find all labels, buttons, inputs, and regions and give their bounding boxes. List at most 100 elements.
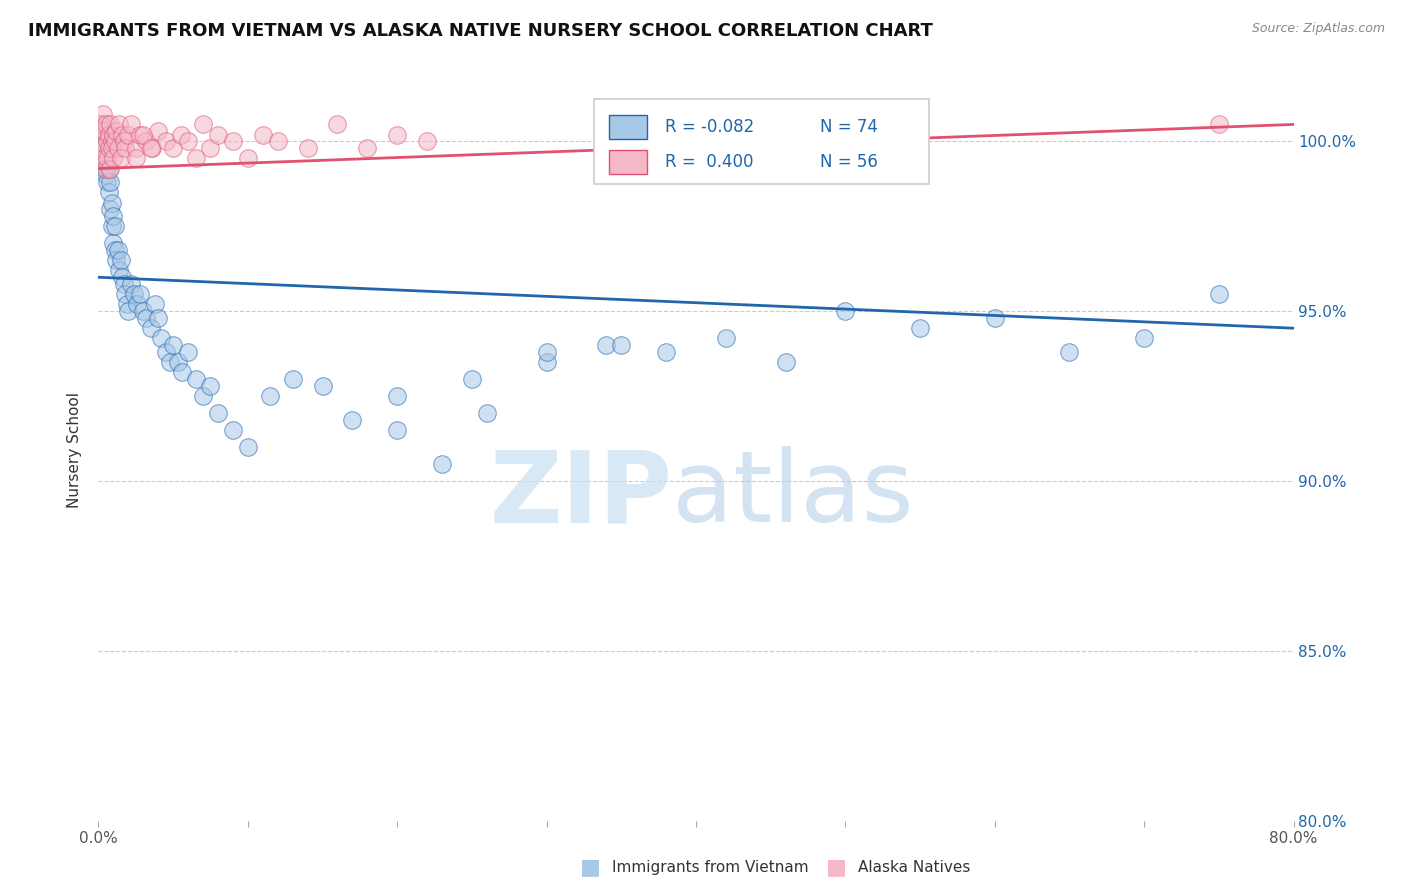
Point	[103, 152, 125, 166]
Point	[252, 128, 274, 142]
Point	[103, 128, 125, 142]
Point	[93, 161, 115, 176]
Point	[91, 141, 114, 155]
Text: N = 56: N = 56	[820, 153, 879, 170]
Point	[166, 355, 188, 369]
Text: ZIP: ZIP	[489, 446, 672, 543]
Point	[259, 389, 281, 403]
Point	[91, 135, 114, 149]
Point	[191, 117, 214, 131]
Point	[1059, 345, 1081, 359]
Point	[90, 141, 112, 155]
Point	[114, 141, 136, 155]
Point	[97, 141, 120, 155]
Point	[135, 135, 157, 149]
Point	[416, 135, 439, 149]
Point	[104, 135, 127, 149]
Point	[97, 128, 120, 142]
Text: Immigrants from Vietnam: Immigrants from Vietnam	[612, 860, 808, 874]
Point	[96, 152, 118, 166]
Point	[984, 311, 1007, 326]
Point	[236, 440, 259, 454]
Point	[103, 236, 125, 251]
Point	[103, 209, 125, 223]
Point	[120, 117, 142, 131]
Point	[97, 161, 120, 176]
Point	[111, 128, 134, 142]
Point	[356, 141, 378, 155]
Point	[129, 128, 152, 142]
Point	[110, 253, 132, 268]
Point	[93, 124, 115, 138]
Point	[311, 379, 333, 393]
Point	[91, 107, 114, 121]
Point	[141, 141, 163, 155]
Text: atlas: atlas	[672, 446, 914, 543]
Point	[105, 253, 128, 268]
Point	[155, 345, 177, 359]
Text: ■: ■	[827, 857, 846, 877]
Point	[155, 135, 177, 149]
Point	[162, 141, 184, 155]
FancyBboxPatch shape	[609, 150, 647, 174]
Point	[908, 321, 931, 335]
FancyBboxPatch shape	[595, 99, 929, 184]
Point	[98, 161, 122, 176]
Point	[297, 141, 319, 155]
Point	[162, 338, 184, 352]
Point	[127, 297, 149, 311]
Point	[222, 135, 245, 149]
Point	[1133, 331, 1156, 345]
Point	[267, 135, 290, 149]
Point	[191, 389, 214, 403]
Point	[834, 304, 856, 318]
Point	[90, 152, 112, 166]
Point	[148, 124, 170, 138]
Text: R =  0.400: R = 0.400	[665, 153, 754, 170]
Point	[125, 141, 148, 155]
Point	[475, 406, 498, 420]
Point	[104, 219, 127, 234]
Point	[105, 124, 128, 138]
Point	[117, 128, 139, 142]
Point	[595, 338, 617, 352]
Text: N = 74: N = 74	[820, 118, 879, 136]
Point	[101, 219, 124, 234]
Point	[200, 379, 222, 393]
Point	[89, 128, 111, 142]
Point	[112, 135, 135, 149]
Point	[97, 186, 120, 200]
Point	[101, 135, 124, 149]
Point	[90, 117, 112, 131]
Point	[207, 128, 229, 142]
Point	[104, 243, 127, 257]
Point	[461, 372, 484, 386]
Point	[89, 141, 111, 155]
Point	[177, 345, 200, 359]
Point	[222, 423, 245, 437]
Point	[89, 128, 111, 142]
Point	[143, 297, 166, 311]
Point	[96, 135, 118, 149]
Point	[385, 423, 409, 437]
Point	[108, 117, 131, 131]
Text: IMMIGRANTS FROM VIETNAM VS ALASKA NATIVE NURSERY SCHOOL CORRELATION CHART: IMMIGRANTS FROM VIETNAM VS ALASKA NATIVE…	[28, 22, 934, 40]
Point	[108, 263, 131, 277]
Point	[129, 287, 152, 301]
Point	[610, 338, 633, 352]
Point	[200, 141, 222, 155]
Point	[342, 413, 364, 427]
Point	[96, 152, 118, 166]
Point	[90, 117, 112, 131]
Point	[172, 365, 194, 379]
Point	[94, 117, 117, 131]
Point	[132, 128, 155, 142]
Point	[236, 152, 259, 166]
Text: Source: ZipAtlas.com: Source: ZipAtlas.com	[1251, 22, 1385, 36]
Text: Alaska Natives: Alaska Natives	[858, 860, 970, 874]
FancyBboxPatch shape	[609, 115, 647, 139]
Point	[101, 141, 124, 155]
Text: ■: ■	[581, 857, 600, 877]
Point	[91, 152, 114, 166]
Point	[655, 345, 678, 359]
